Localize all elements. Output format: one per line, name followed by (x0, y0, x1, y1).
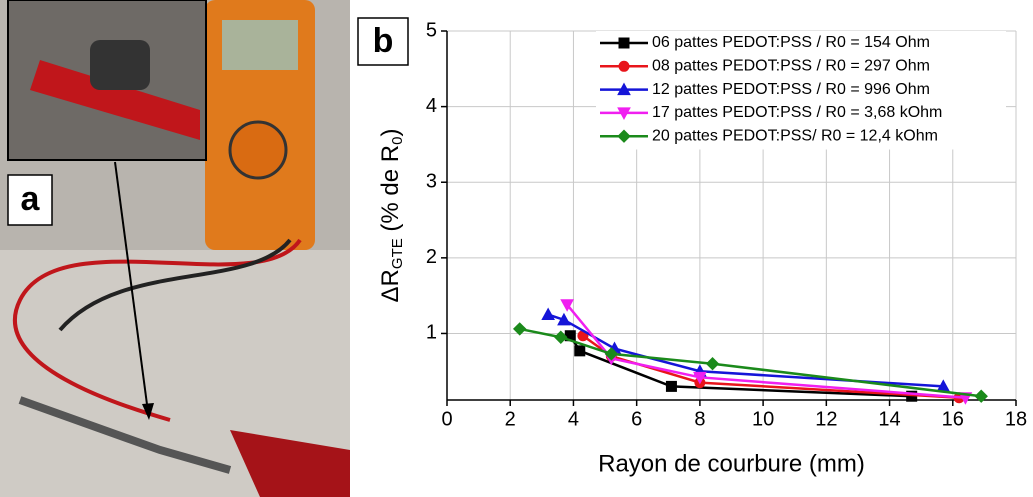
arrow-head (142, 403, 154, 420)
x-tick-label: 14 (878, 408, 900, 430)
black-cable (58, 238, 292, 332)
y-axis-label: ΔRGTE (% de R0) (377, 129, 406, 303)
x-tick-label: 16 (942, 408, 964, 430)
marker (705, 356, 720, 371)
panel-label: b (373, 22, 394, 60)
x-tick-label: 8 (694, 408, 705, 430)
inset-sensor (90, 40, 150, 90)
x-tick-label: 6 (631, 408, 642, 430)
y-axis-label-part: 0 (389, 137, 406, 145)
legend-label: 17 pattes PEDOT:PSS / R0 = 3,68 kOhm (652, 104, 942, 121)
series-line (582, 334, 960, 399)
y-tick-label: 3 (426, 171, 437, 193)
y-axis-label-part: ΔR (377, 269, 404, 302)
multimeter-dial (228, 120, 288, 180)
y-tick-label: 4 (426, 95, 437, 117)
y-tick-label: 1 (426, 322, 437, 344)
panel-label-box (357, 17, 409, 66)
multimeter-screen (222, 20, 298, 70)
marker (560, 299, 574, 312)
y-tick-label: 2 (426, 246, 437, 268)
marker (693, 371, 707, 385)
legend-label: 20 pattes PEDOT:PSS/ R0 = 12,4 kOhm (652, 127, 938, 144)
legend-label: 06 pattes PEDOT:PSS / R0 = 154 Ohm (652, 34, 930, 51)
marker (617, 107, 631, 120)
x-tick-label: 12 (815, 408, 837, 430)
series-line (569, 335, 912, 398)
x-tick-label: 10 (752, 408, 774, 430)
sensor-strip (18, 396, 232, 474)
series-line (547, 313, 944, 388)
series-line (566, 303, 966, 399)
red-cable (12, 238, 302, 422)
y-axis-label-part: ) (377, 129, 404, 137)
marker (618, 37, 630, 49)
marker (512, 322, 527, 336)
marker (604, 347, 619, 361)
inset-clip (30, 60, 200, 140)
panel-label-box (7, 174, 53, 226)
legend-background (596, 31, 1006, 150)
x-tick-label: 2 (505, 408, 516, 430)
marker (974, 389, 988, 403)
y-axis-label-part: (% de R (377, 145, 404, 238)
marker (617, 129, 631, 143)
marker (665, 380, 677, 392)
x-tick-label: 0 (441, 408, 452, 430)
marker (541, 307, 555, 321)
marker (617, 82, 631, 96)
photo: a (0, 0, 350, 497)
x-axis-label: Rayon de courbure (mm) (598, 450, 865, 477)
legend-label: 12 pattes PEDOT:PSS / R0 = 996 Ohm (652, 81, 930, 98)
red-clip (230, 430, 350, 497)
marker (574, 345, 586, 357)
marker (618, 60, 630, 72)
y-axis-label-part: GTE (389, 238, 406, 269)
arrow-line (114, 161, 149, 413)
x-tick-label: 4 (568, 408, 579, 430)
marker (554, 330, 568, 344)
x-tick-label: 18 (1005, 408, 1027, 430)
legend-label: 08 pattes PEDOT:PSS / R0 = 297 Ohm (652, 58, 930, 75)
y-tick-label: 5 (426, 19, 437, 41)
panel-label: a (21, 180, 41, 218)
marker (557, 312, 571, 326)
